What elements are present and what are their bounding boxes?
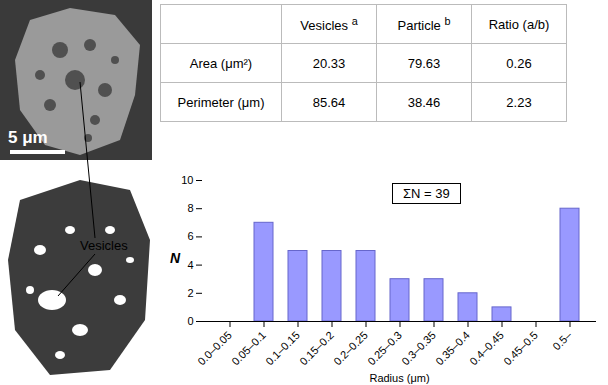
svg-text:10: 10 xyxy=(181,174,193,186)
svg-text:0.5–: 0.5– xyxy=(550,328,574,352)
svg-text:0.3–0.35: 0.3–0.35 xyxy=(399,329,438,368)
svg-text:4: 4 xyxy=(187,259,193,271)
svg-text:8: 8 xyxy=(187,202,193,214)
html-text:0.26: 0.26 xyxy=(506,55,532,71)
html-text:Particleb: Particleb xyxy=(397,14,451,34)
html-text:38.46: 38.46 xyxy=(407,94,441,110)
html-text:Vesicles: Vesicles xyxy=(80,238,128,253)
svg-text:0.0–0.05: 0.0–0.05 xyxy=(195,329,234,368)
html-text:20.33: 20.33 xyxy=(312,55,346,71)
html-text:5 μm: 5 μm xyxy=(8,128,48,147)
svg-text:0.25–0.3: 0.25–0.3 xyxy=(365,329,404,368)
html-text:85.64: 85.64 xyxy=(312,94,346,110)
html-text:N: N xyxy=(170,250,181,266)
svg-text:0.1–0.15: 0.1–0.15 xyxy=(263,329,302,368)
svg-text:Radius (μm): Radius (μm) xyxy=(369,372,429,384)
html-text:79.63: 79.63 xyxy=(407,55,441,71)
svg-text:0.4–0.45: 0.4–0.45 xyxy=(467,329,506,368)
html-text:2.23: 2.23 xyxy=(506,94,532,110)
svg-text:0.15–0.2: 0.15–0.2 xyxy=(297,329,336,368)
svg-text:2: 2 xyxy=(187,287,193,299)
svg-text:0: 0 xyxy=(187,315,193,327)
html-text:ΣN = 39: ΣN = 39 xyxy=(403,186,450,201)
html-text:Area (μm²): Area (μm²) xyxy=(189,55,253,71)
svg-text:0.05–0.1: 0.05–0.1 xyxy=(229,329,268,368)
html-text:Perimeter (μm): Perimeter (μm) xyxy=(177,94,265,110)
svg-text:0.2–0.25: 0.2–0.25 xyxy=(331,329,370,368)
html-text:Ratio (a/b): Ratio (a/b) xyxy=(488,16,550,32)
svg-text:0.35–0.4: 0.35–0.4 xyxy=(433,329,472,368)
svg-text:6: 6 xyxy=(187,230,193,242)
svg-text:0.45–0.5: 0.45–0.5 xyxy=(501,329,540,368)
html-text:Vesiclesa: Vesiclesa xyxy=(300,14,358,34)
